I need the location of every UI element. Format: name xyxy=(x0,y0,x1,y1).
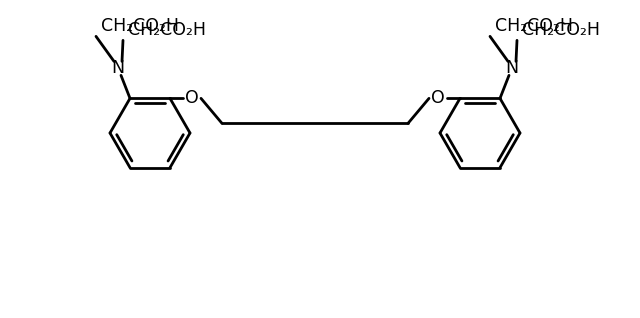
Text: CH₂CO₂H: CH₂CO₂H xyxy=(522,21,600,39)
Text: CH₂CO₂H: CH₂CO₂H xyxy=(128,21,206,39)
Text: O: O xyxy=(185,89,199,107)
Text: CH₂CO₂H: CH₂CO₂H xyxy=(495,17,573,35)
Text: CH₂CO₂H: CH₂CO₂H xyxy=(101,17,179,35)
Text: N: N xyxy=(506,59,518,77)
Text: N: N xyxy=(111,59,125,77)
Text: O: O xyxy=(431,89,445,107)
